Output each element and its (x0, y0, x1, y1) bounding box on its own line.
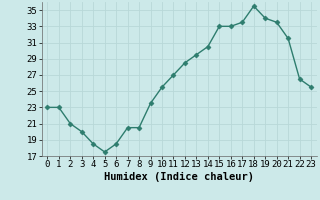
X-axis label: Humidex (Indice chaleur): Humidex (Indice chaleur) (104, 172, 254, 182)
